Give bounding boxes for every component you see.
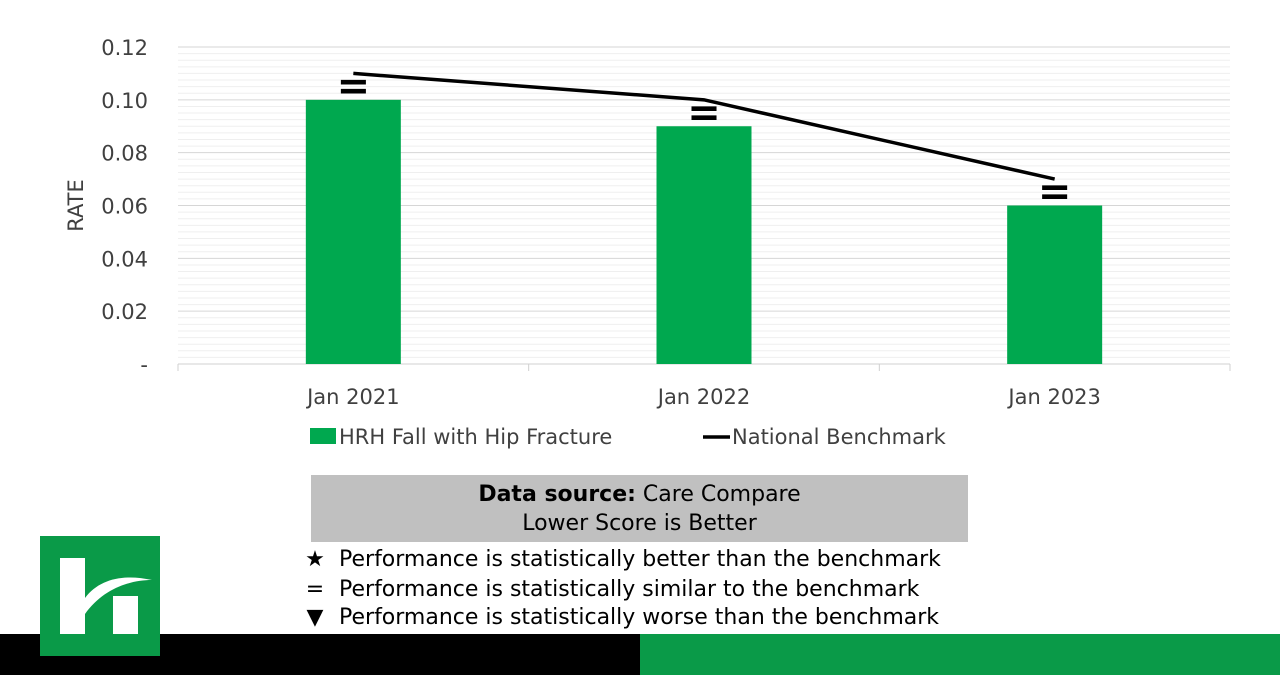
y-tick-label: 0.08: [101, 142, 148, 166]
footer-bar-green: [640, 634, 1280, 675]
x-tick-label: Jan 2021: [305, 385, 400, 409]
y-axis-title: RATE: [64, 179, 88, 232]
triangle-down-icon: ▼: [306, 605, 324, 630]
status-marker: =: [1038, 169, 1072, 215]
y-tick-label: 0.06: [101, 195, 148, 219]
status-marker: =: [337, 63, 371, 109]
key-worse-text: Performance is statistically worse than …: [339, 605, 940, 630]
legend-swatch-bar: [310, 428, 336, 444]
y-tick-label: 0.04: [101, 247, 148, 271]
equals-icon: =: [305, 577, 325, 602]
y-tick-label: 0.12: [101, 36, 148, 60]
bar: [1007, 205, 1103, 364]
key-similar-text: Performance is statistically similar to …: [339, 577, 920, 602]
legend-label-bar: HRH Fall with Hip Fracture: [339, 425, 612, 449]
key-better-text: Performance is statistically better than…: [339, 547, 941, 572]
data-source-value: Care Compare: [635, 482, 801, 507]
bar: [656, 126, 752, 364]
key-similar: = Performance is statistically similar to…: [300, 576, 920, 604]
y-tick-label: 0.10: [101, 89, 148, 113]
data-source-box: Data source: Care Compare Lower Score is…: [311, 475, 968, 542]
score-note: Lower Score is Better: [522, 511, 757, 536]
y-tick-label: 0.02: [101, 300, 148, 324]
hospital-logo-icon: [40, 536, 160, 656]
benchmark-line: [353, 71, 1056, 181]
chart: - 0.02 0.04 0.06 0.08 0.10 0.12 RATE = = = Jan 2021…: [64, 36, 1231, 449]
x-tick-label: Jan 2023: [1006, 385, 1101, 409]
star-icon: ★: [305, 547, 325, 572]
bar: [305, 99, 401, 364]
data-source-label: Data source:: [478, 482, 636, 507]
x-tick-label: Jan 2022: [656, 385, 751, 409]
key-better: ★ Performance is statistically better tha…: [300, 546, 941, 574]
y-tick-label: -: [140, 353, 148, 377]
status-marker: =: [687, 90, 721, 136]
key-worse: ▼ Performance is statistically worse than…: [300, 604, 940, 632]
legend-label-line: National Benchmark: [732, 425, 947, 449]
